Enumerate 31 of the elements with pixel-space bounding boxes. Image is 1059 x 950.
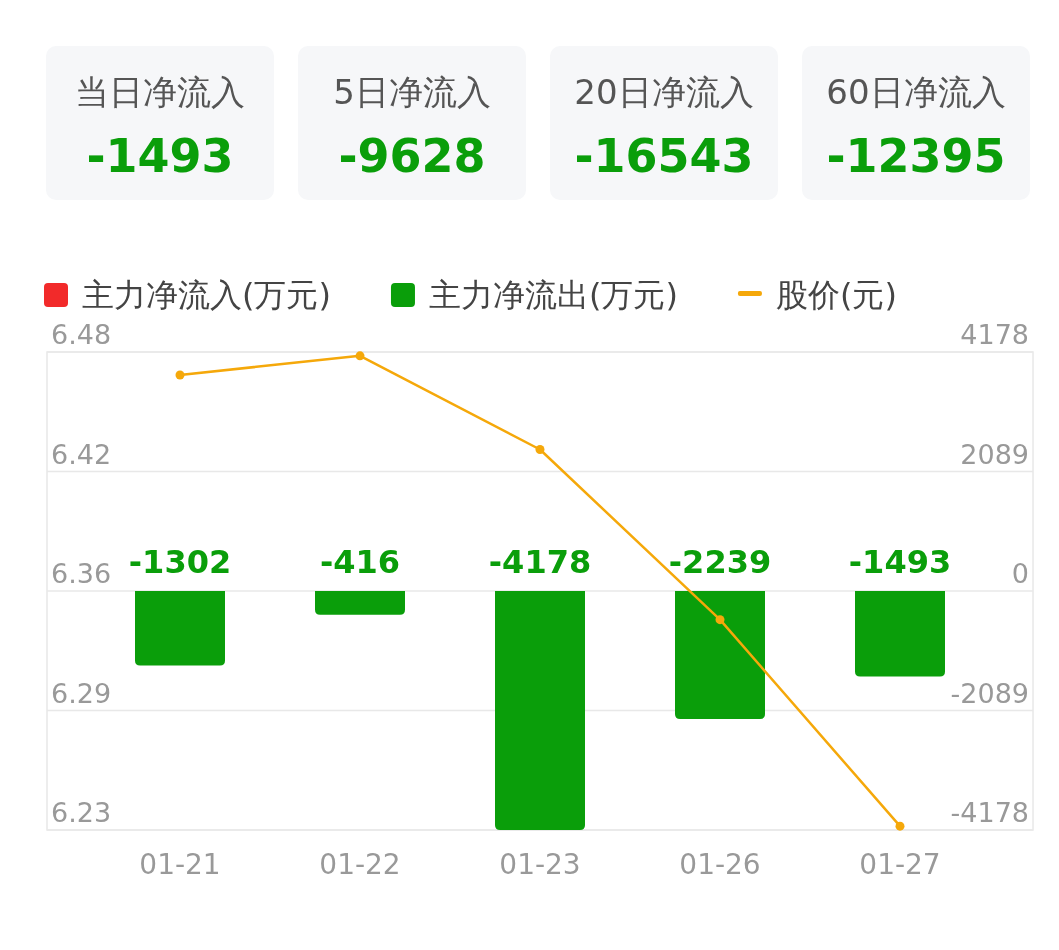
legend-label: 主力净流出(万元) — [428, 276, 678, 314]
x-tick-label: 01-23 — [499, 848, 581, 881]
data-label: -1302 — [128, 543, 232, 581]
data-label: -1493 — [848, 543, 952, 581]
y2-tick-label: 4178 — [960, 319, 1029, 350]
y2-tick-label: -2089 — [950, 677, 1029, 709]
data-label: -416 — [319, 543, 401, 581]
y2-tick-label: 0 — [1011, 558, 1029, 589]
x-tick-label: 01-27 — [859, 848, 941, 881]
x-tick-label: 01-26 — [679, 848, 761, 881]
y-tick-label: 6.23 — [51, 797, 112, 828]
y-tick-label: 6.29 — [51, 677, 112, 709]
category-label: 20日净流入 — [574, 72, 754, 112]
y2-tick-label: 2089 — [960, 438, 1029, 470]
y-tick-label: 6.36 — [51, 558, 112, 589]
legend-label: 主力净流入(万元) — [82, 276, 331, 314]
data-label: -12395 — [826, 129, 1006, 183]
category-label: 当日净流入 — [75, 72, 245, 112]
category-label: 60日净流入 — [826, 72, 1006, 112]
data-label: -4178 — [488, 543, 592, 581]
data-label: -16543 — [574, 129, 754, 183]
legend-label: 股价(元) — [775, 276, 897, 314]
x-tick-label: 01-21 — [139, 848, 221, 881]
data-label: -9628 — [338, 129, 486, 183]
y2-tick-label: -4178 — [950, 797, 1029, 828]
data-label: -1493 — [86, 129, 234, 183]
category-label: 5日净流入 — [333, 72, 491, 112]
data-label: -2239 — [668, 543, 772, 581]
y-tick-label: 6.42 — [51, 438, 112, 470]
y-tick-label: 6.48 — [51, 319, 112, 350]
x-tick-label: 01-22 — [319, 848, 401, 881]
